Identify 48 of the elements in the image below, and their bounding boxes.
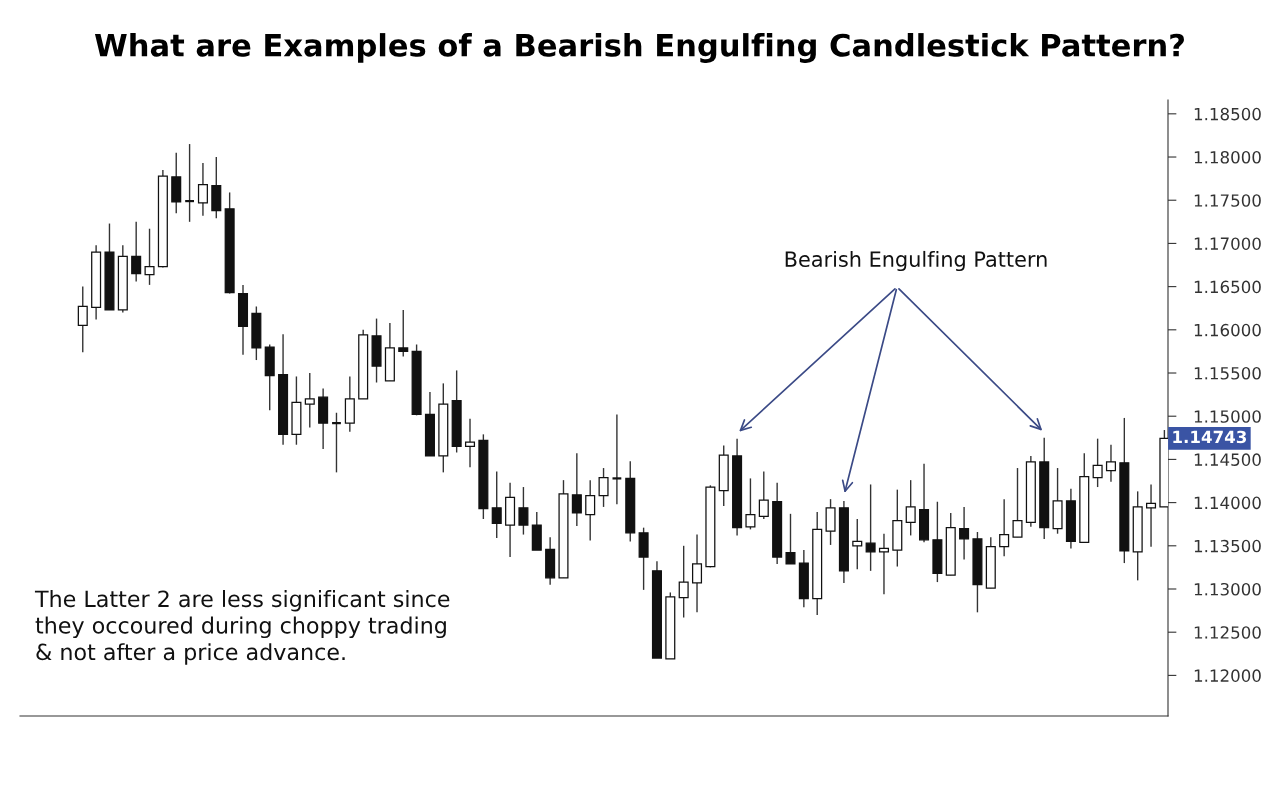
- candlestick: [491, 470, 502, 539]
- y-tick-label: 1.18500: [1194, 107, 1261, 121]
- y-tick-label: 1.15500: [1194, 366, 1261, 380]
- candlestick: [598, 467, 609, 508]
- y-tick-label: 1.18000: [1194, 150, 1261, 164]
- y-tick-label: 1.14000: [1194, 496, 1261, 510]
- annotation: The Latter 2 are less significant since they occoured during choppy trading & not after a price advance.: [34, 590, 450, 665]
- candlestick: [77, 285, 88, 353]
- candlestick: [825, 498, 836, 546]
- candlestick: [197, 162, 208, 217]
- y-tick-label: 1.17000: [1194, 237, 1261, 250]
- candlestick: [1012, 467, 1023, 538]
- y-tick-label: 1.14500: [1194, 453, 1261, 466]
- candlestick: [758, 470, 769, 520]
- candlestick: [330, 412, 342, 474]
- candlestick: [144, 228, 155, 286]
- y-tick-label: 1.17500: [1194, 194, 1261, 207]
- text: 1.14743: [1173, 430, 1247, 444]
- candlestick: [1092, 437, 1103, 488]
- candlestick: [905, 479, 916, 537]
- candlestick: [852, 518, 863, 570]
- candlestick: [959, 506, 970, 561]
- candlestick: [678, 545, 689, 619]
- y-tick-label: 1.12000: [1194, 669, 1261, 682]
- y-tick-label: 1.16500: [1194, 280, 1261, 294]
- candlestick: [785, 513, 796, 565]
- y-tick-label: 1.15000: [1194, 410, 1261, 423]
- candlestick: [571, 452, 582, 527]
- candlestick: [865, 483, 876, 572]
- candlestick: [1146, 483, 1157, 548]
- candlestick: [398, 309, 409, 358]
- candlestick: [691, 533, 703, 614]
- y-tick-label: 1.13000: [1194, 582, 1261, 596]
- candlestick: [1105, 444, 1117, 483]
- candlestick: [518, 486, 529, 536]
- y-tick-label: 1.16000: [1194, 323, 1261, 337]
- y-tick-label: 1.12500: [1194, 626, 1261, 639]
- candlestick: [585, 479, 596, 542]
- candlestick: [464, 418, 476, 468]
- candlestick: [745, 477, 756, 531]
- candlestick: [184, 143, 196, 223]
- candlestick: [131, 221, 142, 283]
- candlestick: [999, 498, 1010, 557]
- annotation: Bearish Engulfing Pattern: [785, 250, 1047, 272]
- y-tick-label: 1.13500: [1194, 539, 1261, 553]
- candlestick: [611, 413, 623, 506]
- chart-title: What are Examples of a Bearish Engulfing Candlestick Pattern?: [94, 33, 1184, 63]
- candlestick: [304, 372, 315, 429]
